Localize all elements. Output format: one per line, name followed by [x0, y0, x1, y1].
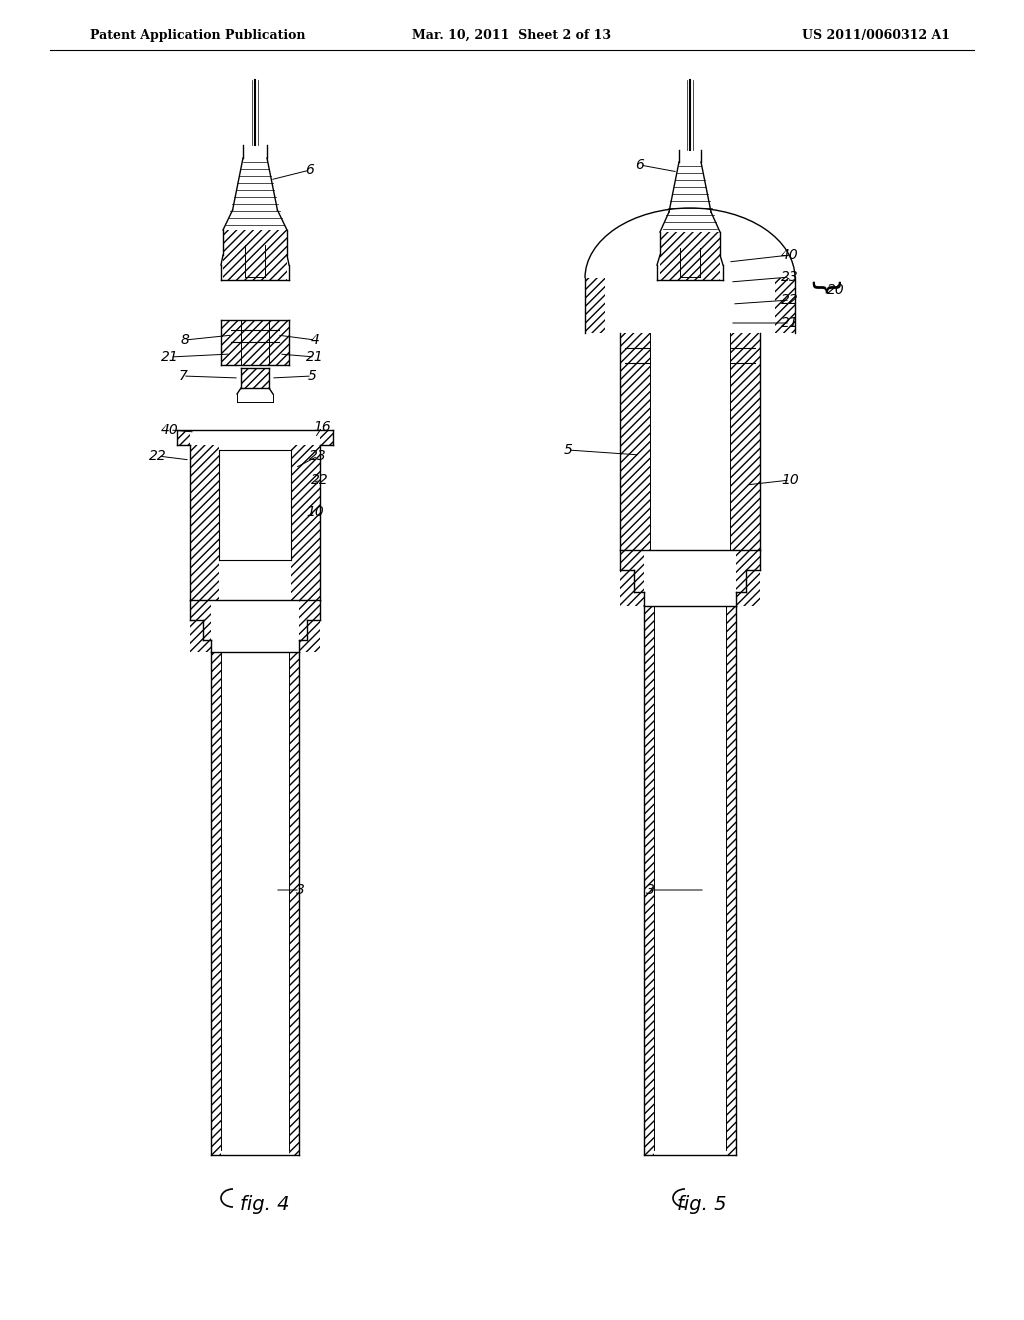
Bar — [620, 333, 650, 550]
Text: 22: 22 — [150, 449, 167, 463]
Text: 4: 4 — [310, 333, 319, 347]
Bar — [730, 333, 760, 550]
Bar — [190, 445, 219, 601]
Bar — [241, 368, 269, 388]
Bar — [221, 319, 289, 366]
Text: 7: 7 — [178, 370, 187, 383]
Bar — [177, 430, 190, 445]
Bar — [223, 230, 287, 280]
Text: 5: 5 — [563, 444, 572, 457]
Bar — [644, 606, 654, 1155]
Text: 22: 22 — [311, 473, 329, 487]
Text: 6: 6 — [636, 158, 644, 172]
Bar — [726, 606, 736, 1155]
Text: Mar. 10, 2011  Sheet 2 of 13: Mar. 10, 2011 Sheet 2 of 13 — [413, 29, 611, 41]
Text: 22: 22 — [781, 293, 799, 308]
Text: 16: 16 — [313, 420, 331, 434]
Text: 20: 20 — [827, 282, 845, 297]
Text: 5: 5 — [307, 370, 316, 383]
Text: 40: 40 — [161, 422, 179, 437]
Text: 23: 23 — [309, 449, 327, 463]
Bar — [299, 601, 319, 652]
Text: 3: 3 — [645, 883, 654, 898]
Text: 6: 6 — [305, 162, 314, 177]
Text: 21: 21 — [781, 315, 799, 330]
Text: 21: 21 — [306, 350, 324, 364]
Bar — [291, 445, 319, 601]
Bar — [190, 601, 211, 652]
Text: 3: 3 — [296, 883, 304, 898]
Bar — [775, 279, 795, 333]
Bar — [289, 652, 299, 1155]
Bar — [620, 550, 644, 606]
Text: fig. 5: fig. 5 — [677, 1196, 727, 1214]
Text: fig. 4: fig. 4 — [241, 1196, 290, 1214]
Text: 23: 23 — [781, 271, 799, 284]
Bar — [736, 550, 760, 606]
Text: Patent Application Publication: Patent Application Publication — [90, 29, 305, 41]
Text: 10: 10 — [306, 506, 324, 519]
Text: 21: 21 — [161, 350, 179, 364]
Text: 8: 8 — [180, 333, 189, 347]
Text: 10: 10 — [781, 473, 799, 487]
Bar — [585, 279, 605, 333]
Bar — [319, 430, 333, 445]
Text: }: } — [808, 280, 837, 300]
Text: 40: 40 — [781, 248, 799, 261]
Bar — [660, 232, 720, 280]
Text: US 2011/0060312 A1: US 2011/0060312 A1 — [802, 29, 950, 41]
Bar — [211, 652, 221, 1155]
